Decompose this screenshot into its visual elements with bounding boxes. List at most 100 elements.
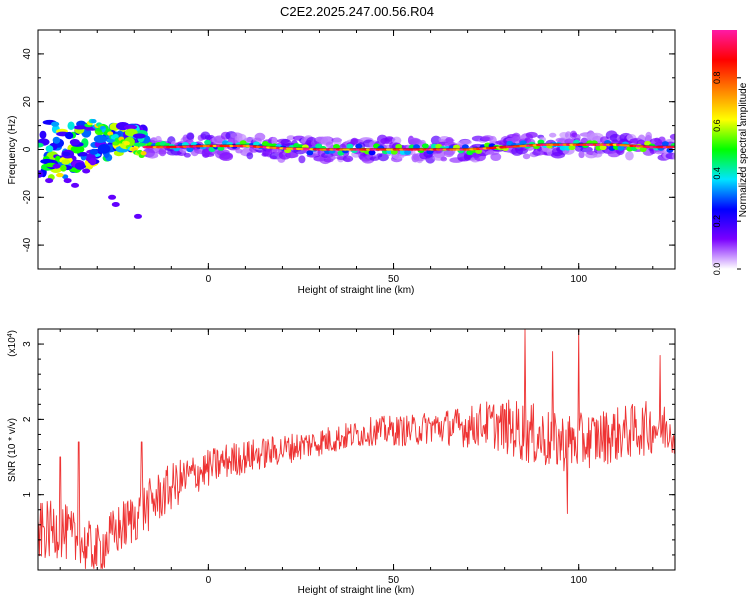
- spectral-blob: [254, 132, 266, 142]
- spectral-blob: [133, 213, 142, 219]
- spectral-blob: [70, 145, 85, 154]
- spectral-blob: [625, 151, 634, 161]
- spectral-blob: [89, 157, 97, 166]
- x-tick-label: 0: [206, 575, 212, 586]
- snr-plot-area: [38, 329, 675, 570]
- snr-xlabel: Height of straight line (km): [298, 585, 415, 596]
- spectral-blob: [40, 158, 54, 165]
- spectral-blob: [522, 153, 531, 160]
- spectral-blob: [665, 152, 675, 160]
- snr-exponent: (x104): [7, 330, 19, 357]
- y-tick-label: 3: [22, 341, 33, 347]
- spectral-blob: [74, 162, 86, 170]
- spectral-blob: [333, 137, 342, 146]
- snr-exponent-prefix: (x10: [7, 337, 18, 357]
- spectral-blob: [183, 152, 191, 158]
- spectral-blob: [342, 155, 354, 163]
- spectral-blob: [62, 151, 71, 156]
- spectral-blob: [661, 141, 669, 147]
- spectral-blob: [549, 132, 557, 138]
- figure-title: C2E2.2025.247.00.56.R04: [280, 4, 434, 19]
- colorbar-tick-label: 0.2: [712, 215, 722, 228]
- spectral-blob: [440, 156, 448, 162]
- spectral-blob: [669, 145, 675, 149]
- spectral-blob: [368, 150, 376, 156]
- spectral-blob: [306, 150, 314, 156]
- spectral-blob: [123, 141, 130, 146]
- spectral-blob: [645, 131, 653, 141]
- spectral-blob: [525, 131, 538, 139]
- y-tick-label: 0: [22, 146, 33, 152]
- colorbar-tick-label: 0.6: [712, 119, 722, 132]
- snr-series-line: [38, 329, 675, 569]
- spectral-blob: [93, 134, 107, 144]
- spectral-blob: [346, 143, 354, 149]
- spectral-blob: [672, 152, 675, 161]
- spectral-blob: [89, 148, 99, 155]
- snr-marks: [38, 329, 675, 569]
- spectral-blob: [599, 144, 607, 151]
- spectral-blob: [50, 121, 60, 127]
- spectral-blob: [404, 149, 412, 155]
- spectral-blob: [90, 119, 97, 124]
- colorbar-tick-label: 0.8: [712, 72, 722, 85]
- spectral-blob: [443, 149, 455, 158]
- y-tick-label: 40: [22, 48, 33, 60]
- spectral-blob: [62, 174, 69, 180]
- spectrogram-xlabel: Height of straight line (km): [298, 285, 415, 296]
- spectral-blob: [60, 164, 67, 172]
- spectral-blob: [580, 146, 593, 153]
- y-tick-label: -40: [22, 237, 33, 252]
- spectral-blob: [132, 142, 146, 147]
- spectrogram-panel: 0 50 100 -40 -20 0 20 40 Height of straight lin…: [7, 29, 676, 296]
- spectral-blob: [63, 178, 72, 184]
- spectral-blob: [480, 136, 491, 142]
- spectral-blob: [578, 151, 585, 159]
- svg-text:(x104): (x104): [7, 330, 19, 357]
- x-tick-label: 0: [206, 274, 212, 285]
- spectral-blob: [82, 168, 91, 174]
- spectral-blob: [490, 152, 502, 162]
- x-tick-label: 50: [388, 274, 400, 285]
- spectral-blob: [107, 131, 114, 136]
- snr-panel: 0 50 100 1 2 3 Height of straight line (km) S…: [7, 328, 676, 596]
- spectral-blob: [298, 155, 306, 164]
- snr-axes: 0 50 100 1 2 3: [22, 329, 675, 586]
- y-tick-label: 2: [22, 416, 33, 422]
- spectral-blob: [108, 194, 117, 200]
- spectral-blob: [78, 151, 88, 157]
- spectral-blob: [666, 147, 674, 153]
- y-tick-label: 20: [22, 96, 33, 108]
- spectral-blob: [519, 140, 527, 146]
- spectral-blob: [669, 133, 675, 140]
- spectral-blob: [617, 145, 625, 151]
- colorbar-tick-label: 0.0: [712, 263, 722, 276]
- spectral-blob: [425, 154, 436, 164]
- spectral-blob: [326, 155, 336, 161]
- colorbar-tick-label: 0.4: [712, 167, 722, 180]
- ridge-reference-line: [145, 143, 675, 149]
- x-tick-label: 100: [570, 575, 587, 586]
- spectral-blob: [204, 139, 212, 145]
- spectral-blob: [73, 125, 87, 130]
- spectral-blob: [111, 201, 120, 207]
- y-tick-label: -20: [22, 190, 33, 205]
- spectral-blob: [56, 172, 64, 178]
- spectral-blob: [377, 152, 389, 162]
- spectral-blob: [565, 131, 572, 140]
- colorbar-ticks: 0.0 0.2 0.4 0.6 0.8: [712, 72, 741, 276]
- spectral-blob: [219, 152, 234, 161]
- spectral-blob: [132, 133, 146, 139]
- spectral-blob: [140, 150, 147, 156]
- spectral-blob: [71, 182, 80, 188]
- spectral-blob: [391, 136, 402, 145]
- spectral-blob: [489, 135, 497, 146]
- spectral-blob: [574, 134, 581, 141]
- spectral-blob: [146, 152, 159, 159]
- spectral-blob: [333, 143, 341, 150]
- spectral-blob: [246, 152, 254, 160]
- spectral-blob: [639, 146, 647, 152]
- spectral-blob: [286, 135, 295, 141]
- x-tick-label: 50: [388, 575, 400, 586]
- spectral-blob: [97, 144, 111, 154]
